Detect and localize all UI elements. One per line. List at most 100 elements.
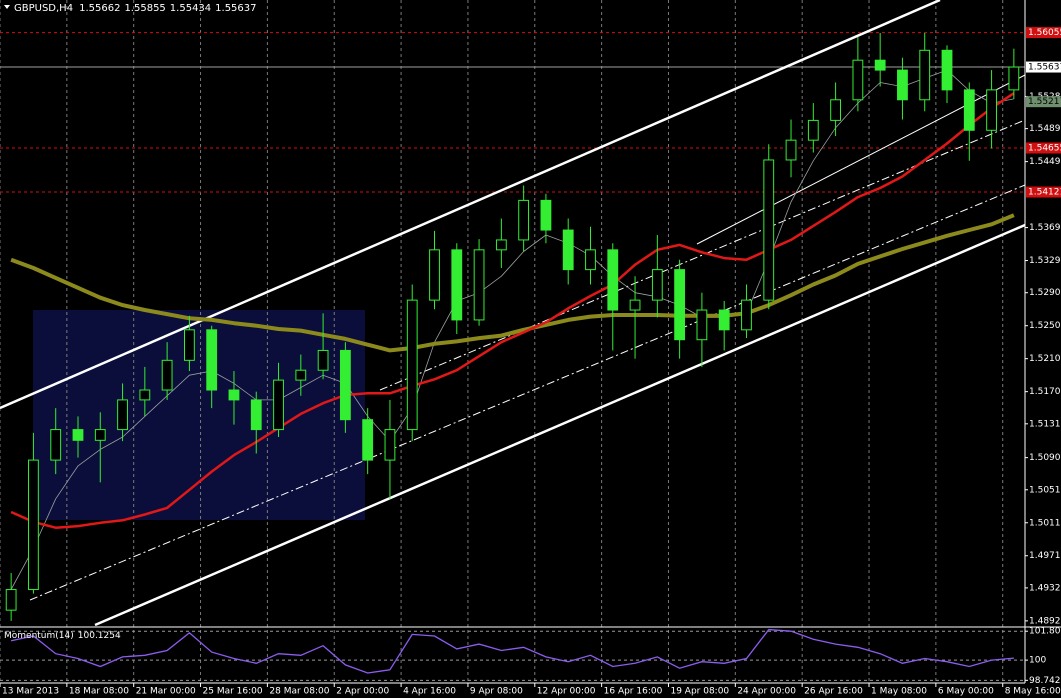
candle-body	[50, 429, 62, 461]
candle-body	[139, 389, 151, 401]
x-tick-label: 6 May 00:00	[938, 687, 994, 697]
candle-body	[607, 249, 619, 311]
candle-body	[473, 249, 485, 321]
candle-body	[585, 249, 596, 271]
moving-average	[10, 213, 1015, 353]
x-tick-label: 18 Mar 08:00	[69, 687, 129, 697]
candle-body	[72, 429, 84, 441]
candle-body	[874, 59, 886, 71]
y-tick-label: 1.52100	[1029, 354, 1061, 364]
indicator-label: Momentum(14) 100.1254	[4, 631, 121, 641]
candle-body	[696, 309, 708, 341]
moving-average	[10, 69, 1014, 590]
time-axis: 13 Mar 2013 18 Mar 08:00 21 Mar 00:00 25 Ma…	[0, 682, 1061, 697]
x-tick-label: 28 Mar 08:00	[269, 687, 329, 697]
y-tick-label: 1.54490	[1029, 157, 1061, 167]
candle-body	[495, 239, 507, 251]
chart-header: GBPUSD,H4 1.55662 1.55855 1.55434 1.55637	[14, 3, 257, 14]
momentum-line	[10, 628, 1014, 674]
moving-average	[10, 92, 1015, 529]
candle-body	[897, 69, 908, 101]
candle-body	[184, 329, 195, 361]
candle-body	[5, 589, 17, 611]
x-tick-label: 8 May 16:00	[1005, 687, 1061, 697]
candle-body	[406, 299, 418, 431]
header-value: 1.55637	[215, 3, 256, 14]
price-label-box	[1026, 186, 1061, 198]
candle-body	[540, 199, 552, 231]
y-tick-label: 1.54890	[1029, 124, 1061, 134]
candle-body	[161, 359, 173, 391]
candle-body	[919, 49, 931, 101]
x-tick-label: 24 Apr 00:00	[737, 687, 796, 697]
candle-body	[339, 349, 351, 421]
y-tick-label: 1.52500	[1029, 321, 1061, 331]
annotation-layer	[33, 310, 365, 520]
candle-body	[451, 249, 463, 321]
y-tick-label: 100	[1029, 656, 1046, 666]
price-label: 1.56055	[1028, 28, 1061, 38]
price-label: 1.55217	[1028, 97, 1061, 107]
symbol: GBPUSD,H4	[14, 3, 73, 14]
indicator-value: 100.1254	[78, 631, 121, 641]
y-tick-label: 1.49710	[1029, 551, 1061, 561]
x-tick-label: 21 Mar 00:00	[136, 687, 196, 697]
channel-lower	[94, 223, 1026, 627]
header: GBPUSD,H4 1.55662 1.55855 1.55434 1.55637	[4, 3, 257, 14]
y-tick-label: 1.52900	[1029, 288, 1061, 298]
candle-body	[785, 139, 797, 161]
x-tick-label: 16 Apr 16:00	[604, 687, 663, 697]
x-tick-label: 12 Apr 00:00	[537, 687, 596, 697]
candle-body	[852, 59, 864, 101]
momentum-panel: 101.800 100 98.742 Momentum(14) 100.1254	[0, 626, 1061, 686]
candle-body	[117, 399, 128, 431]
candle-body	[295, 369, 307, 381]
candle-body	[206, 329, 218, 391]
candle-body	[28, 459, 39, 591]
candle-body	[941, 49, 953, 91]
moving-averages	[10, 69, 1015, 590]
menu-icon[interactable]	[4, 5, 10, 9]
y-tick-label: 1.50110	[1029, 518, 1061, 528]
y-tick-label: 98.742	[1029, 676, 1061, 686]
price-axis: 1.48920 1.49320 1.49710 1.50110 1.50510 1.509…	[1024, 0, 1061, 683]
y-tick-label: 1.51700	[1029, 387, 1061, 397]
y-tick-label: 1.49320	[1029, 583, 1061, 593]
x-tick-label: 4 Apr 16:00	[403, 687, 456, 697]
candle-body	[830, 99, 842, 121]
y-tick-label: 1.53690	[1029, 223, 1061, 233]
channel-upper	[0, 0, 941, 410]
candle-body	[718, 309, 730, 331]
candle-body	[562, 229, 574, 271]
candle-body	[228, 389, 240, 401]
x-tick-label: 2 Apr 00:00	[336, 687, 389, 697]
candle-body	[963, 89, 975, 131]
x-tick-label: 13 Mar 2013	[2, 687, 59, 697]
candle-body	[518, 199, 530, 241]
candle-body	[986, 89, 997, 131]
candle-body	[807, 119, 819, 141]
candle-body	[741, 299, 752, 331]
candle-body	[429, 249, 440, 301]
price-label-box	[1026, 27, 1061, 39]
header-value: 1.55434	[170, 3, 211, 14]
x-tick-label: 9 Apr 08:00	[470, 687, 523, 697]
y-tick-label: 1.48920	[1029, 616, 1061, 626]
x-tick-label: 1 May 08:00	[871, 687, 927, 697]
x-tick-label: 25 Mar 16:00	[203, 687, 263, 697]
candle-body	[94, 429, 106, 441]
candle-body	[629, 299, 641, 311]
candle-body	[273, 379, 284, 431]
price-label: 1.54655	[1028, 144, 1061, 154]
channel-mid	[29, 184, 1026, 601]
candles	[5, 32, 1020, 621]
candle-body	[250, 399, 262, 431]
candle-body	[362, 419, 374, 461]
price-label-box	[1026, 142, 1061, 154]
candle-body	[763, 159, 775, 301]
candle-body	[317, 349, 329, 371]
y-tick-label: 1.53290	[1029, 256, 1061, 266]
candle-body	[651, 269, 663, 301]
candle-body	[674, 269, 686, 341]
